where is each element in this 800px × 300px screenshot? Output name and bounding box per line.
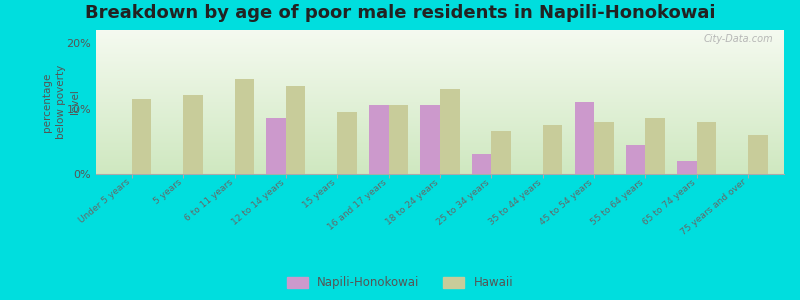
- Text: 16 and 17 years: 16 and 17 years: [326, 178, 389, 232]
- Bar: [389, 105, 408, 174]
- Bar: [748, 135, 767, 174]
- Text: 55 to 64 years: 55 to 64 years: [590, 178, 646, 226]
- Bar: [678, 161, 697, 174]
- Bar: [183, 95, 202, 174]
- Text: 35 to 44 years: 35 to 44 years: [487, 178, 542, 226]
- Bar: [132, 99, 151, 174]
- Text: 75 years and over: 75 years and over: [679, 178, 748, 237]
- Bar: [542, 125, 562, 174]
- Text: 65 to 74 years: 65 to 74 years: [641, 178, 697, 226]
- Text: 12 to 14 years: 12 to 14 years: [230, 178, 286, 226]
- Bar: [646, 118, 665, 174]
- Text: 18 to 24 years: 18 to 24 years: [384, 178, 440, 226]
- Bar: [234, 79, 254, 174]
- Text: 5 years: 5 years: [152, 178, 183, 206]
- Bar: [440, 89, 459, 174]
- Bar: [266, 118, 286, 174]
- Text: 25 to 34 years: 25 to 34 years: [435, 178, 491, 226]
- Text: 6 to 11 years: 6 to 11 years: [183, 178, 234, 223]
- Bar: [369, 105, 389, 174]
- Bar: [286, 85, 306, 174]
- Text: Breakdown by age of poor male residents in Napili-Honokowai: Breakdown by age of poor male residents …: [85, 4, 715, 22]
- Bar: [574, 102, 594, 174]
- Bar: [626, 145, 646, 174]
- Bar: [472, 154, 491, 174]
- Legend: Napili-Honokowai, Hawaii: Napili-Honokowai, Hawaii: [282, 272, 518, 294]
- Text: 45 to 54 years: 45 to 54 years: [538, 178, 594, 226]
- Bar: [491, 131, 511, 174]
- Text: Under 5 years: Under 5 years: [78, 178, 132, 226]
- Bar: [421, 105, 440, 174]
- Bar: [338, 112, 357, 174]
- Text: 15 years: 15 years: [302, 178, 338, 210]
- Bar: [697, 122, 716, 174]
- Bar: [594, 122, 614, 174]
- Text: City-Data.com: City-Data.com: [704, 34, 774, 44]
- Y-axis label: percentage
below poverty
level: percentage below poverty level: [42, 65, 80, 139]
